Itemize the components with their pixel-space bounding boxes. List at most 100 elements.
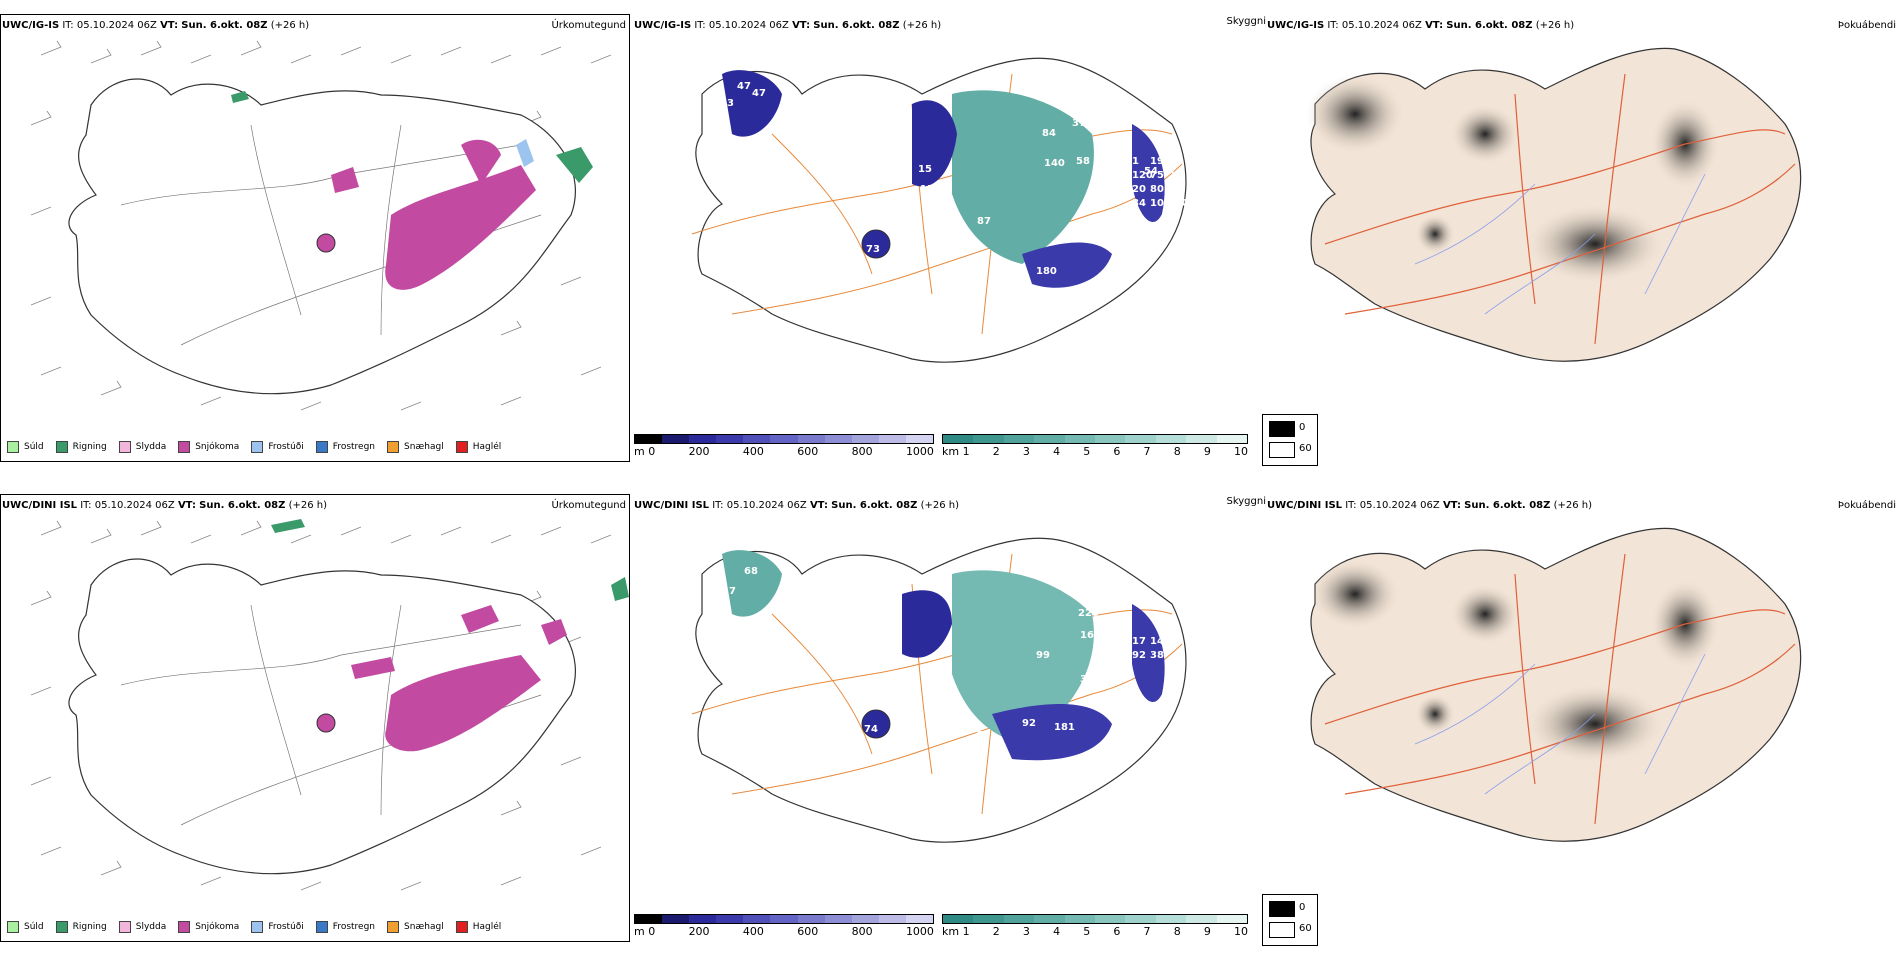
- tick-label: 7: [1143, 925, 1151, 938]
- param-name: Skyggni: [1226, 16, 1266, 27]
- value-label: 84: [1132, 198, 1146, 209]
- legend-item: Slydda: [118, 921, 167, 933]
- panel-title: UWC/IG-IS IT: 05.10.2024 06Z VT: Sun. 6.…: [1267, 20, 1574, 31]
- tick-label: 8: [1173, 445, 1181, 458]
- param-name: Þokuábendi: [1837, 500, 1896, 511]
- legend-item: Frostúði: [251, 921, 304, 933]
- visibility-tick-label: km 1: [942, 925, 970, 938]
- panel-title: UWC/IG-IS IT: 05.10.2024 06Z VT: Sun. 6.…: [2, 20, 309, 31]
- tick-label: 200: [688, 445, 710, 458]
- colorbar-ticks: m 0 200 400 600 800 1000: [634, 925, 934, 938]
- precip-type-panel: Súld Rigning Slydda Snjókoma Frostúði Fr…: [0, 494, 632, 954]
- unit-label: km: [942, 445, 960, 458]
- legend-label: Súld: [24, 922, 44, 932]
- value-label: 226: [1078, 608, 1099, 619]
- value-label: 161: [1080, 630, 1101, 641]
- value-label: 73: [866, 244, 880, 255]
- legend-label: Haglél: [472, 922, 502, 932]
- fog-area: [1450, 584, 1520, 644]
- legend-label: Slydda: [135, 442, 167, 452]
- visibility-colorbar: km 1 2 3 4 5 6 7 8 9 10: [942, 434, 1248, 458]
- cloud-base-colorbar: m 0 200 400 600 800 1000: [634, 914, 934, 938]
- cloud-base-area: [1132, 604, 1165, 703]
- value-label: 57: [1110, 582, 1124, 593]
- legend-label: Súld: [24, 442, 44, 452]
- lead-time: (+26 h): [270, 20, 310, 31]
- legend-swatch: [455, 441, 468, 453]
- legend-item: Haglél: [455, 441, 501, 453]
- visibility-colorbar: km 1 2 3 4 5 6 7 8 9 10: [942, 914, 1248, 938]
- model-name: UWC/IG-IS: [634, 20, 692, 31]
- tick-label: 9: [1203, 445, 1211, 458]
- legend-item: Haglél: [455, 921, 502, 933]
- value-label: 73: [1010, 264, 1024, 275]
- rivers: [1414, 173, 1706, 315]
- tick-label: 400: [742, 925, 764, 938]
- vt-label: VT:: [809, 500, 828, 511]
- value-label: 99: [1036, 650, 1050, 661]
- freezing-drizzle-area: [516, 139, 534, 167]
- visibility-area: [952, 570, 1094, 744]
- tick-label: 4: [1053, 445, 1061, 458]
- legend-label: 60: [1299, 923, 1312, 934]
- snow-area: [461, 605, 499, 633]
- unit-label: m: [634, 445, 645, 458]
- value-label: 58: [1076, 156, 1090, 167]
- cloud-base-tick-label: m 0: [634, 445, 655, 458]
- cloud-visibility-map: 47 73 47 69 83 15 153 87 84 37 140 58 54…: [691, 57, 1189, 363]
- value-label: 162: [928, 671, 949, 682]
- colorbar-ticks: km 1 2 3 4 5 6 7 8 9 10: [942, 925, 1248, 938]
- tick-label: 10: [1234, 445, 1248, 458]
- value-label: 14: [1150, 636, 1164, 647]
- legend-label: Frostúði: [268, 922, 304, 932]
- legend-swatch: [251, 441, 264, 453]
- snow-area: [331, 167, 359, 193]
- forecast-row-igis: Súld Rigning Slydda Snjókoma Frostúði Fr…: [0, 14, 1900, 474]
- model-name: UWC/DINI ISL: [634, 500, 710, 511]
- precip-map-frame: Súld Rigning Slydda Snjókoma Frostúði Fr…: [0, 494, 630, 942]
- colorbar-gradient: [634, 914, 934, 924]
- cloud-visibility-panel: 47 73 47 69 83 15 153 87 84 37 140 58 54…: [632, 14, 1272, 474]
- legend-item: Súld: [7, 441, 44, 453]
- snow-area: [461, 139, 501, 185]
- tick-label: 3: [1022, 445, 1030, 458]
- tick-label: 9: [1203, 925, 1211, 938]
- it-label: IT:: [1327, 20, 1339, 31]
- value-label: 30: [1080, 674, 1094, 685]
- value-label: 140: [1044, 158, 1065, 169]
- legend-item: Snjókoma: [178, 441, 239, 453]
- unit-label: km: [942, 925, 960, 938]
- snow-area: [316, 233, 336, 253]
- cloud-base-area: [992, 704, 1112, 761]
- it-label: IT:: [712, 500, 724, 511]
- legend-label: Rigning: [72, 922, 107, 932]
- legend-label: Slydda: [135, 922, 167, 932]
- panel-title: UWC/IG-IS IT: 05.10.2024 06Z VT: Sun. 6.…: [634, 20, 941, 31]
- lead-time: (+26 h): [1535, 20, 1575, 31]
- fog-area: [1450, 104, 1520, 164]
- vt-value: Sun. 6.okt. 08Z: [199, 500, 286, 511]
- legend-label: 60: [1299, 443, 1312, 454]
- legend-item: Slydda: [118, 441, 167, 453]
- legend-swatch: [251, 921, 264, 933]
- vt-label: VT:: [160, 20, 179, 31]
- legend-label: Frostregn: [332, 922, 376, 932]
- legend-swatch: [118, 441, 131, 453]
- value-label: 96: [1168, 156, 1182, 167]
- vt-label: VT:: [1442, 500, 1461, 511]
- value-label: 1: [1132, 156, 1139, 167]
- fog-index-panel: UWC/IG-IS IT: 05.10.2024 06Z VT: Sun. 6.…: [1265, 14, 1900, 474]
- legend-swatch: [178, 441, 191, 453]
- param-name: Skyggni: [1226, 496, 1266, 507]
- tick-label: 7: [1143, 445, 1151, 458]
- value-label: 20: [1132, 184, 1146, 195]
- precip-map-frame: Súld Rigning Slydda Snjókoma Frostúði Fr…: [0, 14, 630, 462]
- fog-legend: 0 60: [1262, 414, 1318, 466]
- fog-area: [1525, 204, 1665, 284]
- cloud-base-area: [861, 229, 891, 259]
- colorbar-ticks: m 0 200 400 600 800 1000: [634, 445, 934, 458]
- cloud-base-area: [912, 100, 957, 187]
- cloud-base-area: [902, 590, 952, 658]
- vt-value: Sun. 6.okt. 08Z: [1464, 500, 1551, 511]
- visibility-area: [722, 550, 782, 617]
